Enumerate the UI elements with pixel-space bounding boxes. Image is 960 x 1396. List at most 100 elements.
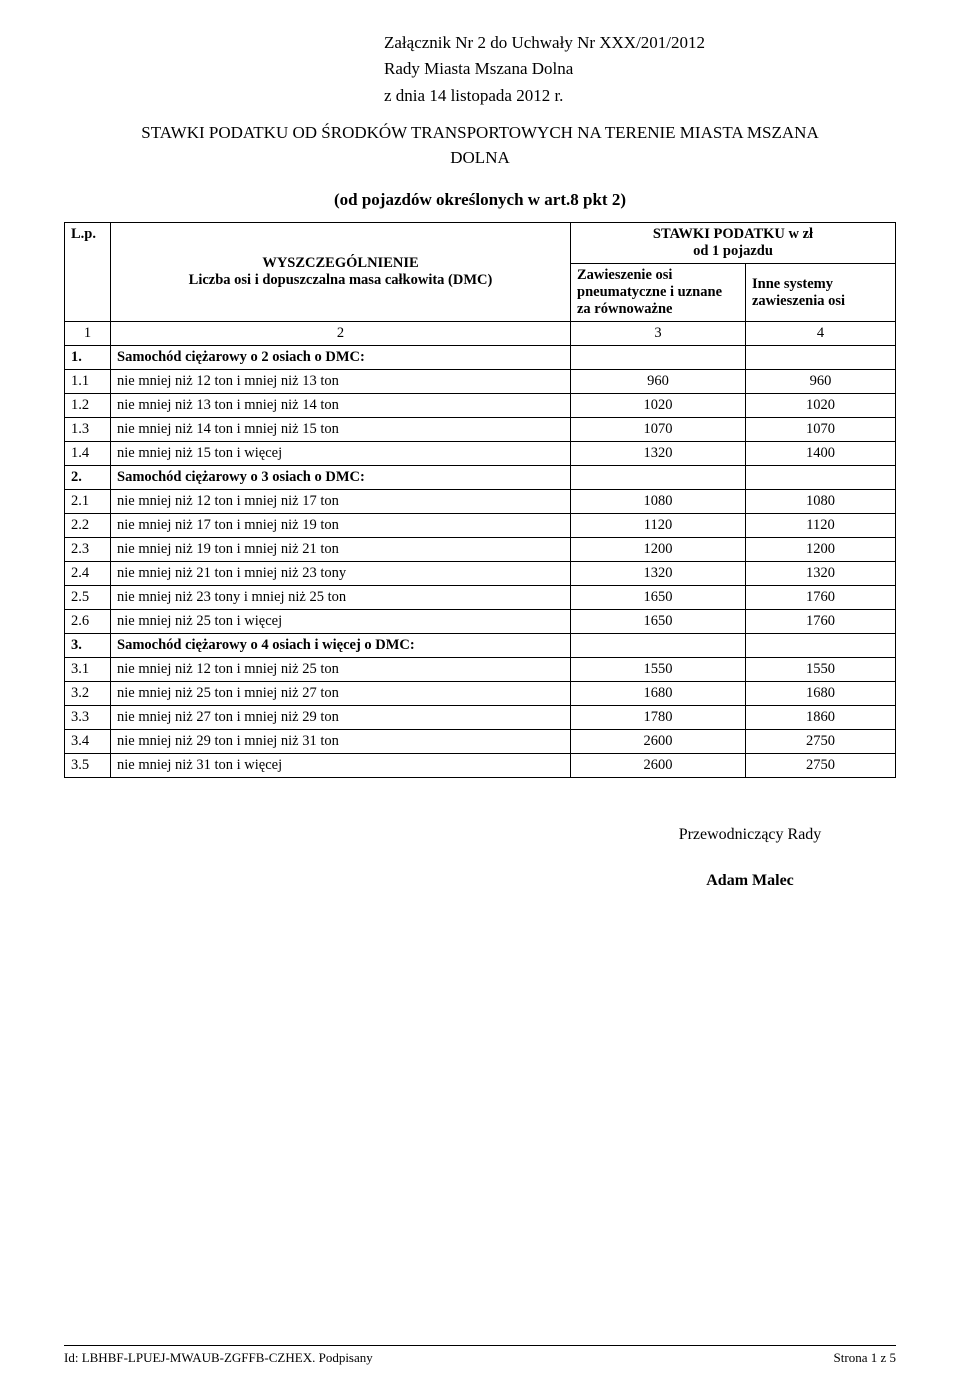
cell-lp: 2.1 <box>65 490 111 514</box>
cell-description: Samochód ciężarowy o 4 osiach i więcej o… <box>111 634 571 658</box>
col-header-spec-line1: WYSZCZEGÓLNIENIE <box>262 255 418 271</box>
table-row: 2.6nie mniej niż 25 ton i więcej16501760 <box>65 610 896 634</box>
cell-rate-pneumatic: 1550 <box>571 658 746 682</box>
document-title: STAWKI PODATKU OD ŚRODKÓW TRANSPORTOWYCH… <box>64 121 896 170</box>
col-header-specification: WYSZCZEGÓLNIENIE Liczba osi i dopuszczal… <box>111 223 571 322</box>
cell-rate-other: 1070 <box>746 418 896 442</box>
cell-rate-other: 1760 <box>746 586 896 610</box>
cell-rate-other <box>746 466 896 490</box>
table-head-row-1: L.p. WYSZCZEGÓLNIENIE Liczba osi i dopus… <box>65 223 896 264</box>
cell-rate-other: 1860 <box>746 706 896 730</box>
cell-lp: 1.3 <box>65 418 111 442</box>
col-header-pneumatic: Zawieszenie osi pneumatyczne i uznane za… <box>571 264 746 322</box>
cell-rate-other: 1400 <box>746 442 896 466</box>
cell-rate-other <box>746 346 896 370</box>
cell-description: nie mniej niż 27 ton i mniej niż 29 ton <box>111 706 571 730</box>
rates-table: L.p. WYSZCZEGÓLNIENIE Liczba osi i dopus… <box>64 222 896 778</box>
cell-lp: 2.6 <box>65 610 111 634</box>
colnum-3: 3 <box>571 322 746 346</box>
cell-lp: 1.4 <box>65 442 111 466</box>
table-head-numbering: 1 2 3 4 <box>65 322 896 346</box>
cell-rate-other: 1550 <box>746 658 896 682</box>
footer-id: Id: LBHBF-LPUEJ-MWAUB-ZGFFB-CZHEX. Podpi… <box>64 1350 373 1366</box>
cell-rate-pneumatic: 1320 <box>571 562 746 586</box>
cell-lp: 3.5 <box>65 754 111 778</box>
cell-description: nie mniej niż 31 ton i więcej <box>111 754 571 778</box>
cell-rate-other: 1120 <box>746 514 896 538</box>
cell-lp: 3. <box>65 634 111 658</box>
cell-rate-pneumatic: 960 <box>571 370 746 394</box>
cell-rate-other: 1200 <box>746 538 896 562</box>
col-header-pneumatic-l1: Zawieszenie osi pneumatyczne i uznane <box>577 267 722 300</box>
cell-lp: 2.5 <box>65 586 111 610</box>
cell-rate-pneumatic: 1680 <box>571 682 746 706</box>
table-row: 1.Samochód ciężarowy o 2 osiach o DMC: <box>65 346 896 370</box>
cell-rate-other <box>746 634 896 658</box>
cell-description: nie mniej niż 25 ton i więcej <box>111 610 571 634</box>
col-header-pneumatic-l2: za równoważne <box>577 301 672 317</box>
signature-block: Przewodniczący Rady Adam Malec <box>604 826 896 890</box>
table-head: L.p. WYSZCZEGÓLNIENIE Liczba osi i dopus… <box>65 223 896 346</box>
attachment-line-2: Rady Miasta Mszana Dolna <box>384 56 896 82</box>
cell-description: nie mniej niż 23 tony i mniej niż 25 ton <box>111 586 571 610</box>
cell-rate-pneumatic <box>571 346 746 370</box>
cell-lp: 2.4 <box>65 562 111 586</box>
cell-description: nie mniej niż 25 ton i mniej niż 27 ton <box>111 682 571 706</box>
cell-rate-pneumatic: 2600 <box>571 730 746 754</box>
cell-rate-pneumatic <box>571 466 746 490</box>
cell-rate-other: 1320 <box>746 562 896 586</box>
table-row: 1.3nie mniej niż 14 ton i mniej niż 15 t… <box>65 418 896 442</box>
attachment-line-3: z dnia 14 listopada 2012 r. <box>384 83 896 109</box>
cell-rate-pneumatic: 1120 <box>571 514 746 538</box>
table-row: 1.4nie mniej niż 15 ton i więcej13201400 <box>65 442 896 466</box>
cell-rate-other: 1080 <box>746 490 896 514</box>
table-row: 2.2nie mniej niż 17 ton i mniej niż 19 t… <box>65 514 896 538</box>
page-footer: Id: LBHBF-LPUEJ-MWAUB-ZGFFB-CZHEX. Podpi… <box>64 1345 896 1366</box>
cell-description: nie mniej niż 15 ton i więcej <box>111 442 571 466</box>
col-header-lp: L.p. <box>65 223 111 322</box>
document-subtitle: (od pojazdów określonych w art.8 pkt 2) <box>64 190 896 210</box>
table-row: 2.3nie mniej niż 19 ton i mniej niż 21 t… <box>65 538 896 562</box>
cell-lp: 2. <box>65 466 111 490</box>
cell-description: nie mniej niż 29 ton i mniej niż 31 ton <box>111 730 571 754</box>
col-header-rates: STAWKI PODATKU w zł od 1 pojazdu <box>571 223 896 264</box>
cell-lp: 3.2 <box>65 682 111 706</box>
attachment-line-1: Załącznik Nr 2 do Uchwały Nr XXX/201/201… <box>384 30 896 56</box>
cell-rate-other: 1020 <box>746 394 896 418</box>
cell-rate-pneumatic: 1320 <box>571 442 746 466</box>
footer-page-number: Strona 1 z 5 <box>834 1350 896 1366</box>
col-header-other-systems: Inne systemy zawieszenia osi <box>746 264 896 322</box>
table-row: 3.5nie mniej niż 31 ton i więcej26002750 <box>65 754 896 778</box>
cell-description: nie mniej niż 12 ton i mniej niż 25 ton <box>111 658 571 682</box>
table-row: 2.4nie mniej niż 21 ton i mniej niż 23 t… <box>65 562 896 586</box>
cell-rate-pneumatic: 1070 <box>571 418 746 442</box>
attachment-header: Załącznik Nr 2 do Uchwały Nr XXX/201/201… <box>384 30 896 109</box>
cell-rate-other: 960 <box>746 370 896 394</box>
cell-rate-other: 1680 <box>746 682 896 706</box>
cell-rate-pneumatic: 1650 <box>571 610 746 634</box>
table-row: 1.1nie mniej niż 12 ton i mniej niż 13 t… <box>65 370 896 394</box>
table-row: 2.5nie mniej niż 23 tony i mniej niż 25 … <box>65 586 896 610</box>
cell-rate-pneumatic: 1650 <box>571 586 746 610</box>
cell-rate-pneumatic: 1020 <box>571 394 746 418</box>
cell-description: nie mniej niż 12 ton i mniej niż 13 ton <box>111 370 571 394</box>
title-line-1: STAWKI PODATKU OD ŚRODKÓW TRANSPORTOWYCH… <box>141 123 818 142</box>
table-body: 1.Samochód ciężarowy o 2 osiach o DMC:1.… <box>65 346 896 778</box>
table-row: 2.Samochód ciężarowy o 3 osiach o DMC: <box>65 466 896 490</box>
signature-name: Adam Malec <box>604 872 896 890</box>
cell-rate-other: 2750 <box>746 754 896 778</box>
col-header-spec-line2: Liczba osi i dopuszczalna masa całkowita… <box>189 272 493 288</box>
cell-description: nie mniej niż 17 ton i mniej niż 19 ton <box>111 514 571 538</box>
cell-rate-other: 2750 <box>746 730 896 754</box>
cell-lp: 1. <box>65 346 111 370</box>
table-row: 3.Samochód ciężarowy o 4 osiach i więcej… <box>65 634 896 658</box>
colnum-4: 4 <box>746 322 896 346</box>
cell-description: nie mniej niż 19 ton i mniej niż 21 ton <box>111 538 571 562</box>
cell-rate-pneumatic: 2600 <box>571 754 746 778</box>
cell-lp: 3.3 <box>65 706 111 730</box>
table-row: 3.4nie mniej niż 29 ton i mniej niż 31 t… <box>65 730 896 754</box>
cell-lp: 2.3 <box>65 538 111 562</box>
colnum-1: 1 <box>65 322 111 346</box>
cell-lp: 2.2 <box>65 514 111 538</box>
colnum-2: 2 <box>111 322 571 346</box>
